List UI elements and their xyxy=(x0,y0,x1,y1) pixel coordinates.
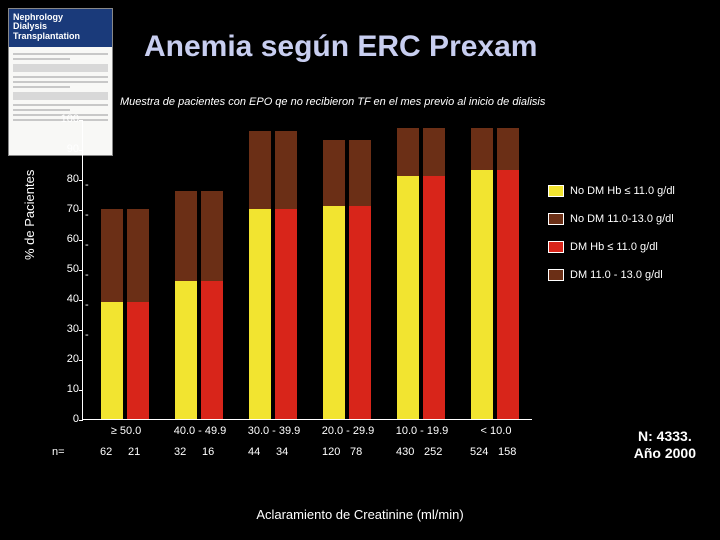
n-value-dm: 78 xyxy=(350,446,362,458)
sample-note: N: 4333. Año 2000 xyxy=(634,428,696,462)
bar-no-dm-low xyxy=(397,176,419,419)
x-category-label: ≥ 50.0 xyxy=(91,425,161,437)
chart: 0102030-40-50-60-70-80-90100 n= ≥ 50.062… xyxy=(52,120,532,450)
n-value-no-dm: 524 xyxy=(470,446,488,458)
n-value-no-dm: 120 xyxy=(322,446,340,458)
subtitle: Muestra de pacientes con EPO qe no recib… xyxy=(120,96,545,108)
page-title: Anemia según ERC Prexam xyxy=(140,30,541,64)
legend-item: DM 11.0 - 13.0 g/dl xyxy=(548,269,708,281)
legend-label: No DM 11.0-13.0 g/dl xyxy=(570,213,674,225)
legend: No DM Hb ≤ 11.0 g/dl No DM 11.0-13.0 g/dl… xyxy=(548,185,708,297)
n-value-no-dm: 430 xyxy=(396,446,414,458)
legend-item: DM Hb ≤ 11.0 g/dl xyxy=(548,241,708,253)
legend-label: DM 11.0 - 13.0 g/dl xyxy=(570,269,663,281)
y-tick-label: 100 xyxy=(55,113,79,125)
y-tick-label: 40 xyxy=(55,293,79,305)
x-category-label: < 10.0 xyxy=(461,425,531,437)
bar-no-dm-low xyxy=(249,209,271,419)
bar-no-dm-low xyxy=(471,170,493,419)
n-value-dm: 34 xyxy=(276,446,288,458)
legend-item: No DM 11.0-13.0 g/dl xyxy=(548,213,708,225)
bar-dm-low xyxy=(423,176,445,419)
bar-dm-low xyxy=(127,302,149,419)
bar-dm-low xyxy=(275,209,297,419)
plot-area: 0102030-40-50-60-70-80-90100 xyxy=(82,120,532,420)
bar-dm-low xyxy=(201,281,223,419)
journal-header: Nephrology Dialysis Transplantation xyxy=(9,9,112,47)
x-category-label: 20.0 - 29.9 xyxy=(313,425,383,437)
n-label: n= xyxy=(52,446,65,458)
y-tick-label: 60 xyxy=(55,233,79,245)
legend-swatch xyxy=(548,241,564,253)
journal-title-3: Transplantation xyxy=(13,32,108,41)
n-value-dm: 21 xyxy=(128,446,140,458)
y-tick-label: 90 xyxy=(55,143,79,155)
n-value-no-dm: 32 xyxy=(174,446,186,458)
y-tick-label: 70 xyxy=(55,203,79,215)
legend-label: DM Hb ≤ 11.0 g/dl xyxy=(570,241,658,253)
bar-no-dm-low xyxy=(175,281,197,419)
bar-dm-low xyxy=(497,170,519,419)
legend-swatch xyxy=(548,213,564,225)
note-line-2: Año 2000 xyxy=(634,445,696,462)
n-value-dm: 158 xyxy=(498,446,516,458)
x-category-label: 40.0 - 49.9 xyxy=(165,425,235,437)
x-category-label: 30.0 - 39.9 xyxy=(239,425,309,437)
legend-item: No DM Hb ≤ 11.0 g/dl xyxy=(548,185,708,197)
y-axis-label: % de Pacientes xyxy=(22,170,37,260)
y-tick-label: 20 xyxy=(55,353,79,365)
x-category-label: 10.0 - 19.9 xyxy=(387,425,457,437)
y-tick-label: 10 xyxy=(55,383,79,395)
x-axis-title: Aclaramiento de Creatinine (ml/min) xyxy=(0,507,720,522)
bar-no-dm-low xyxy=(101,302,123,419)
n-value-dm: 16 xyxy=(202,446,214,458)
n-value-no-dm: 62 xyxy=(100,446,112,458)
legend-swatch xyxy=(548,269,564,281)
legend-label: No DM Hb ≤ 11.0 g/dl xyxy=(570,185,675,197)
legend-swatch xyxy=(548,185,564,197)
n-value-dm: 252 xyxy=(424,446,442,458)
y-tick-label: 0 xyxy=(55,413,79,425)
note-line-1: N: 4333. xyxy=(634,428,696,445)
n-value-no-dm: 44 xyxy=(248,446,260,458)
y-tick-label: 50 xyxy=(55,263,79,275)
y-tick-label: 30 xyxy=(55,323,79,335)
y-tick-label: 80 xyxy=(55,173,79,185)
bar-no-dm-low xyxy=(323,206,345,419)
bar-dm-low xyxy=(349,206,371,419)
